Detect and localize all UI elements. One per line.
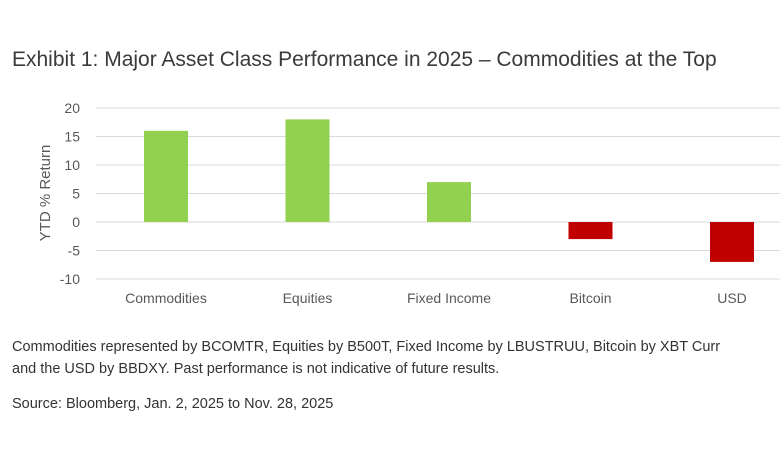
bar-usd <box>710 222 754 262</box>
footnote-line-1: Commodities represented by BCOMTR, Equit… <box>12 339 721 355</box>
y-axis-ticks: 20 15 10 5 0 -5 -10 <box>60 100 80 287</box>
bar-bitcoin <box>568 222 613 240</box>
x-tick-label: USD <box>717 290 747 306</box>
y-tick-label: 5 <box>72 186 80 202</box>
y-tick-label: -5 <box>68 243 81 259</box>
source-note: Source: Bloomberg, Jan. 2, 2025 to Nov. … <box>12 396 334 412</box>
bar-equities <box>285 119 330 222</box>
y-tick-label: 10 <box>64 157 80 173</box>
footnote: Commodities represented by BCOMTR, Equit… <box>12 336 780 380</box>
footnote-line-2: and the USD by BBDXY. Past performance i… <box>12 361 500 377</box>
x-tick-label: Fixed Income <box>407 290 491 306</box>
chart-title: Exhibit 1: Major Asset Class Performance… <box>12 48 717 71</box>
y-tick-label: -10 <box>60 271 80 287</box>
y-tick-label: 20 <box>64 100 80 116</box>
x-tick-label: Commodities <box>125 290 207 306</box>
y-tick-label: 0 <box>72 214 80 230</box>
x-axis-ticks: Commodities Equities Fixed Income Bitcoin US… <box>125 290 747 306</box>
bar-fixed-income <box>427 182 471 222</box>
x-tick-label: Equities <box>283 290 333 306</box>
x-tick-label: Bitcoin <box>569 290 611 306</box>
y-tick-label: 15 <box>64 129 80 145</box>
y-axis-label: YTD % Return <box>37 145 54 242</box>
bar-commodities <box>144 130 188 222</box>
bars <box>144 119 754 262</box>
